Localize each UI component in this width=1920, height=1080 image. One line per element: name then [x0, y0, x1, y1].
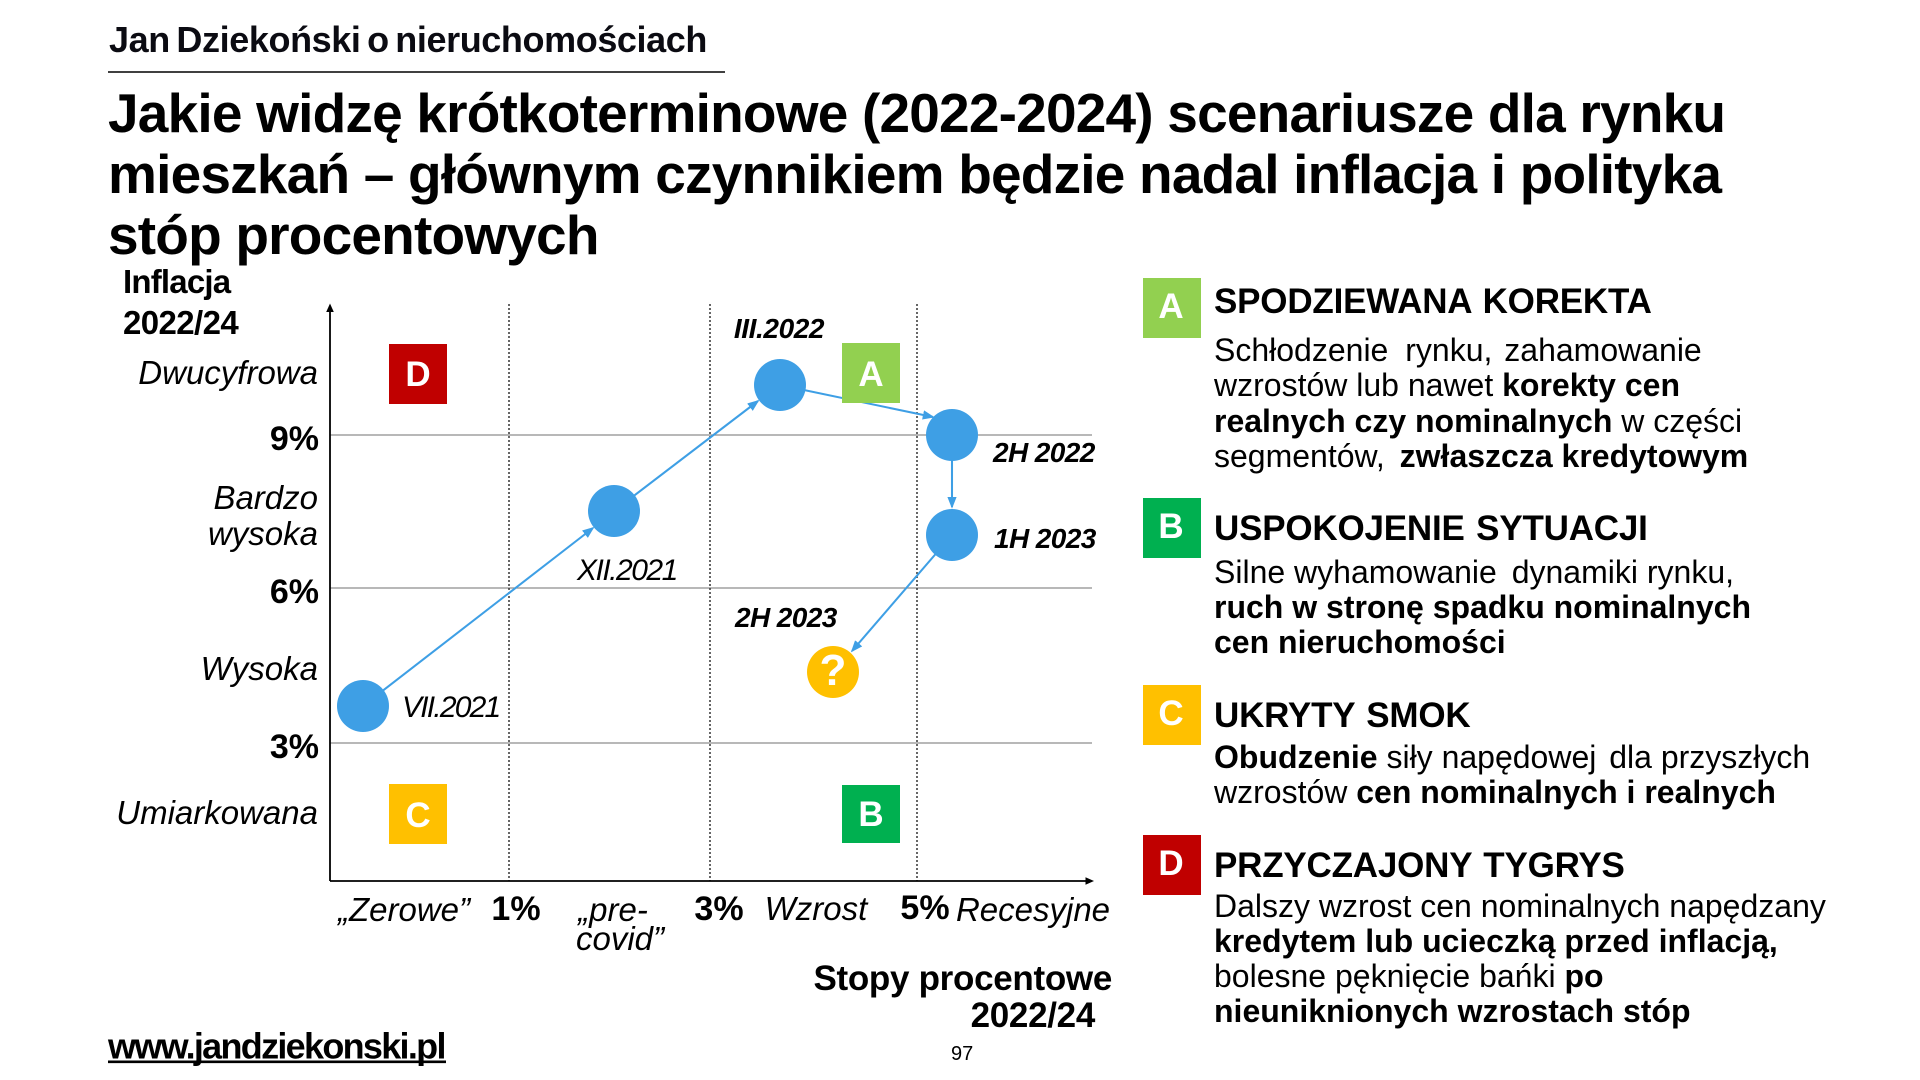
svg-text:SPODZIEWANA KOREKTA: SPODZIEWANA KOREKTA	[1214, 282, 1652, 321]
svg-text:97: 97	[951, 1043, 973, 1065]
svg-text:C: C	[1158, 694, 1183, 733]
svg-text:wysoka: wysoka	[208, 515, 318, 552]
svg-text:Recesyjne: Recesyjne	[956, 891, 1110, 928]
svg-text:C: C	[405, 796, 430, 835]
svg-text:Wysoka: Wysoka	[201, 650, 318, 687]
svg-text:PRZYCZAJONY TYGRYS: PRZYCZAJONY TYGRYS	[1214, 846, 1625, 885]
svg-text:stóp procentowych: stóp procentowych	[108, 204, 599, 266]
svg-text:Inflacja: Inflacja	[123, 263, 232, 300]
svg-text:9%: 9%	[270, 420, 319, 458]
svg-text:covid”: covid”	[576, 920, 666, 957]
svg-text:Jakie widzę krótkoterminowe (2: Jakie widzę krótkoterminowe (2022-2024) …	[108, 82, 1725, 144]
svg-text:UKRYTY SMOK: UKRYTY SMOK	[1214, 696, 1471, 735]
svg-text:Bardzo: Bardzo	[213, 479, 318, 516]
svg-text:Stopy procentowe: Stopy procentowe	[813, 959, 1112, 998]
svg-text:Wzrost: Wzrost	[765, 890, 869, 927]
svg-text:segmentów, zwłaszcza kredytowy: segmentów, zwłaszcza kredytowym	[1214, 438, 1748, 474]
svg-text:wzrostów cen nominalnych i rea: wzrostów cen nominalnych i realnych	[1213, 774, 1776, 810]
svg-text:Umiarkowana: Umiarkowana	[116, 794, 318, 831]
svg-text:2H 2022: 2H 2022	[992, 437, 1096, 468]
svg-text:D: D	[1158, 844, 1183, 883]
svg-text:Obudzenie siły napędowej dla p: Obudzenie siły napędowej dla przyszłych	[1214, 739, 1810, 775]
svg-text:3%: 3%	[270, 728, 319, 766]
svg-text:Dwucyfrowa: Dwucyfrowa	[138, 354, 318, 391]
svg-text:nieuniknionych wzrostach stóp: nieuniknionych wzrostach stóp	[1214, 993, 1691, 1029]
svg-text:2022/24: 2022/24	[123, 304, 239, 341]
svg-text:cen nieruchomości: cen nieruchomości	[1214, 624, 1506, 660]
svg-text:USPOKOJENIE SYTUACJI: USPOKOJENIE SYTUACJI	[1214, 509, 1648, 548]
svg-text:B: B	[858, 795, 883, 834]
svg-text:Silne wyhamowanie dynamiki ryn: Silne wyhamowanie dynamiki rynku,	[1214, 554, 1734, 590]
svg-text:bolesne pęknięcie bańki po: bolesne pęknięcie bańki po	[1214, 958, 1604, 994]
svg-text:1%: 1%	[491, 890, 540, 928]
svg-text:6%: 6%	[270, 573, 319, 611]
svg-text:3%: 3%	[694, 890, 743, 928]
svg-text:III.2022: III.2022	[734, 313, 825, 344]
svg-text:„Zerowe”: „Zerowe”	[336, 891, 472, 928]
svg-text:ruch w stronę spadku nominalny: ruch w stronę spadku nominalnych	[1214, 589, 1751, 625]
svg-text:„pre-: „pre-	[576, 891, 648, 928]
svg-text:XII.2021: XII.2021	[576, 554, 677, 587]
svg-text:Schłodzenie rynku, zahamowanie: Schłodzenie rynku, zahamowanie	[1214, 332, 1702, 368]
svg-text:2022/24: 2022/24	[971, 996, 1096, 1035]
svg-text:A: A	[858, 355, 883, 394]
svg-text:1H 2023: 1H 2023	[994, 523, 1097, 554]
svg-text:A: A	[1158, 287, 1183, 326]
svg-text:?: ?	[820, 646, 847, 695]
svg-text:www.jandziekonski.pl: www.jandziekonski.pl	[107, 1026, 445, 1067]
svg-text:realnych czy nominalnych w czę: realnych czy nominalnych w części	[1214, 403, 1742, 439]
svg-text:B: B	[1158, 507, 1183, 546]
svg-text:Dalszy wzrost cen nominalnych: Dalszy wzrost cen nominalnych napędzany	[1214, 888, 1826, 924]
svg-text:VII.2021: VII.2021	[402, 691, 499, 724]
svg-text:D: D	[405, 355, 430, 394]
svg-text:2H 2023: 2H 2023	[734, 602, 838, 633]
svg-text:5%: 5%	[900, 889, 949, 927]
svg-text:Jan Dziekoński o nieruchomości: Jan Dziekoński o nieruchomościach	[109, 19, 707, 60]
svg-text:mieszkań – głównym czynnikiem: mieszkań – głównym czynnikiem będzie nad…	[108, 143, 1722, 205]
svg-text:kredytem lub ucieczką przed in: kredytem lub ucieczką przed inflacją,	[1214, 923, 1778, 959]
svg-text:wzrostów lub nawet korekty cen: wzrostów lub nawet korekty cen	[1213, 367, 1680, 403]
